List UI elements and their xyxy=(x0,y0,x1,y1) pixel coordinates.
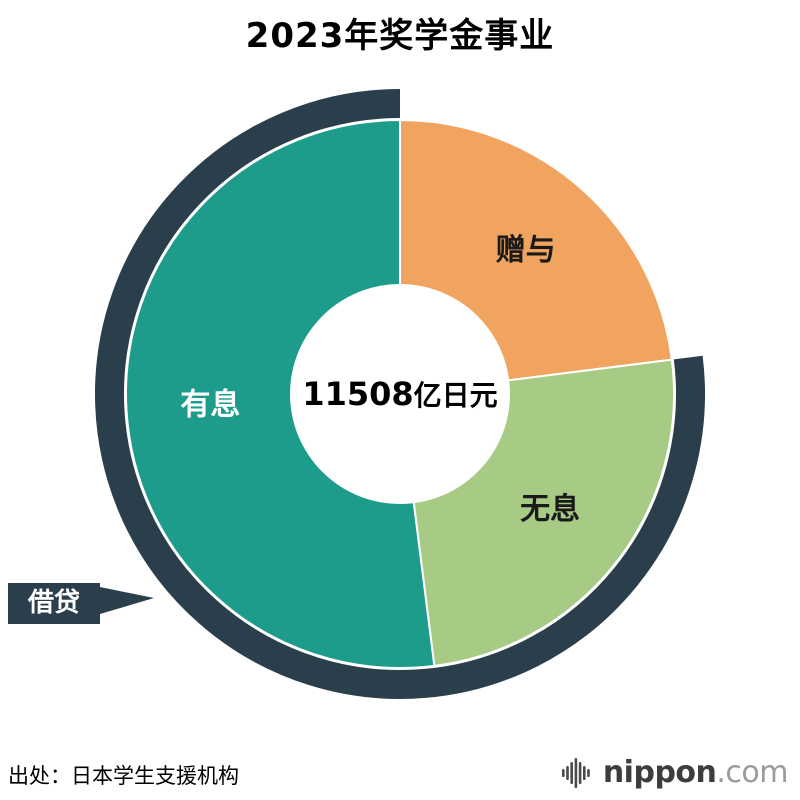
source-credit: 出处：日本学生支援机构 xyxy=(8,764,239,788)
soundwave-bars-icon xyxy=(561,757,590,788)
donut-center-label: 11508亿日元 xyxy=(302,374,497,414)
loan-outer-arc xyxy=(95,89,705,699)
page-title: 2023年奖学金事业 xyxy=(245,16,555,56)
total-value: 11508 xyxy=(302,375,414,413)
logo-text-nippon: nippon xyxy=(602,755,717,790)
callout-pointer xyxy=(100,587,154,614)
donut-hole xyxy=(290,284,510,504)
pie-slice-2 xyxy=(125,118,436,669)
total-unit: 亿日元 xyxy=(413,379,498,412)
slice-label-0: 赠与 xyxy=(496,233,556,268)
slice-label-2: 有息 xyxy=(180,387,240,422)
nippon-com-logo: nippon.com xyxy=(561,755,788,790)
logo-text-com: .com xyxy=(716,755,788,790)
slice-label-1: 无息 xyxy=(520,492,580,527)
loan-callout-label: 借贷 xyxy=(8,583,101,625)
